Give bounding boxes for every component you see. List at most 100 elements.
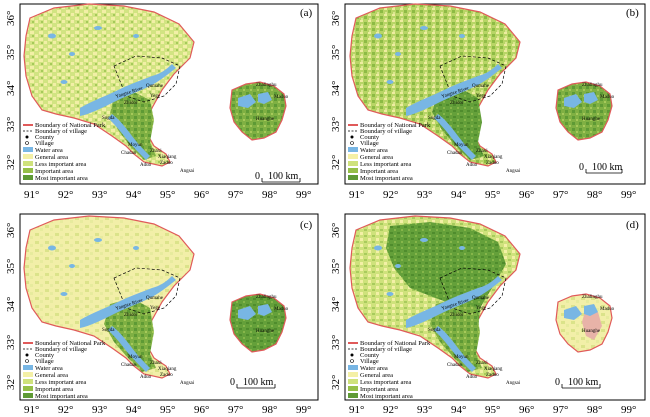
place-aduo: Aduo xyxy=(466,163,478,168)
place-aduo: Aduo xyxy=(466,375,478,380)
lat-tick: 32° xyxy=(5,155,17,170)
legend-class-less: Less important area xyxy=(360,379,411,386)
svg-text:0: 0 xyxy=(255,171,260,182)
scale-bar: 0 100 km xyxy=(230,377,276,389)
place-maduo: Maduo xyxy=(600,95,615,100)
place-zhalinghu: Zhalinghu xyxy=(582,83,603,88)
place-huanghe: Huanghe xyxy=(582,117,601,122)
place-angsai: Angsai xyxy=(506,381,521,386)
panel-letter: (d) xyxy=(626,219,639,231)
lon-tick: 98° xyxy=(587,189,602,201)
svg-text:0: 0 xyxy=(579,162,584,173)
place-yege: Yege xyxy=(150,306,161,311)
lat-tick: 36° xyxy=(5,223,17,238)
lon-tick: 93° xyxy=(417,404,432,416)
lon-tick: 91° xyxy=(24,189,39,201)
legend-village-boundary: Boundary of village xyxy=(35,128,87,135)
lat-tick: 33° xyxy=(5,335,17,350)
lon-tick: 96° xyxy=(194,404,209,416)
place-chadan: Chadan xyxy=(121,363,137,368)
place-zhaxi: Zhaxi xyxy=(150,361,162,366)
lon-tick: 97° xyxy=(228,189,243,201)
legend-class-important: Important area xyxy=(35,386,73,393)
place-yege: Yege xyxy=(476,306,487,311)
lat-axis-left-bottom: 36° 35° 34° 33° 32° xyxy=(5,223,17,390)
scale-bar: 0 100 km xyxy=(255,171,301,183)
place-moyun: Moyun xyxy=(454,143,469,148)
place-angsai: Angsai xyxy=(180,169,195,174)
lon-axis-bottom-left: 91° 92° 93° 94° 95° 96° 97° 98° 99° xyxy=(24,404,311,416)
legend-county: County xyxy=(360,134,380,141)
place-huanghe: Huanghe xyxy=(256,329,275,334)
legend-class-water: Water area xyxy=(360,365,388,372)
place-zaduo: Zaduo xyxy=(160,373,173,378)
lat-axis-right-top: 36° 35° 34° 33° 32° xyxy=(330,11,342,170)
legend: Boundary of National Park Boundary of vi… xyxy=(23,122,106,182)
place-zhaxi: Zhaxi xyxy=(476,149,488,154)
place-sogda: Sogda xyxy=(428,328,441,333)
panel-b: (b) Yangtze River Qumahe Yege Zhidoi Sog… xyxy=(344,3,646,185)
place-xiaqiang: Xiaqiang xyxy=(158,367,177,372)
lon-tick: 98° xyxy=(262,404,277,416)
place-sogda: Sogda xyxy=(102,328,115,333)
legend-village: Village xyxy=(35,358,54,365)
legend-class-important: Important area xyxy=(360,386,398,393)
lon-tick: 94° xyxy=(451,404,466,416)
lon-tick: 95° xyxy=(485,189,500,201)
legend-village: Village xyxy=(360,140,379,147)
lon-tick: 93° xyxy=(92,189,107,201)
place-angsai: Angsai xyxy=(180,381,195,386)
place-xiaqiang: Xiaqiang xyxy=(484,155,503,160)
scale-label: 100 km xyxy=(568,377,599,388)
lon-axis-top-right: 91° 92° 93° 94° 95° 96° 97° 98° 99° xyxy=(349,189,636,201)
lon-axis-top-left: 91° 92° 93° 94° 95° 96° 97° 98° 99° xyxy=(24,189,311,201)
lon-tick: 91° xyxy=(24,404,39,416)
legend-village-boundary: Boundary of village xyxy=(35,346,87,353)
lat-tick: 32° xyxy=(5,375,17,390)
place-maduo: Maduo xyxy=(600,307,615,312)
lon-tick: 92° xyxy=(383,404,398,416)
scale-label: 100 km xyxy=(268,171,299,182)
lon-axis-bottom-right: 91° 92° 93° 94° 95° 96° 97° 98° 99° xyxy=(349,404,636,416)
place-aduo: Aduo xyxy=(140,163,152,168)
legend-class-most: Most important area xyxy=(35,393,88,400)
legend: Boundary of National Park Boundary of vi… xyxy=(348,122,431,182)
lat-tick: 35° xyxy=(330,45,342,60)
place-zhalinghu: Zhalinghu xyxy=(582,295,603,300)
legend-county: County xyxy=(360,352,380,359)
place-moyun: Moyun xyxy=(454,355,469,360)
legend-class-most: Most important area xyxy=(360,393,413,400)
lat-axis-right-bottom: 36° 35° 34° 33° 32° xyxy=(330,223,342,390)
lon-tick: 93° xyxy=(92,404,107,416)
lon-tick: 95° xyxy=(160,189,175,201)
legend-class-water: Water area xyxy=(35,365,63,372)
lon-tick: 94° xyxy=(126,189,141,201)
legend: Boundary of National Park Boundary of vi… xyxy=(23,340,106,400)
legend-class-general: General area xyxy=(35,372,68,379)
legend-class-important: Important area xyxy=(35,168,73,175)
place-maduo: Maduo xyxy=(274,95,289,100)
legend-class-water: Water area xyxy=(360,147,388,154)
place-yege: Yege xyxy=(476,94,487,99)
place-zhaxi: Zhaxi xyxy=(150,149,162,154)
lat-axis-left-top: 36° 35° 34° 33° 32° xyxy=(5,11,17,170)
scale-label: 100 km xyxy=(243,377,274,388)
lat-tick: 32° xyxy=(330,155,342,170)
lon-tick: 99° xyxy=(621,404,636,416)
scale-bar: 0 100 km xyxy=(579,162,623,174)
place-qumahe: Qumahe xyxy=(146,296,164,301)
lon-tick: 94° xyxy=(451,189,466,201)
place-sogda: Sogda xyxy=(102,116,115,121)
lat-tick: 34° xyxy=(5,297,17,312)
lon-tick: 92° xyxy=(58,404,73,416)
place-zaduo: Zaduo xyxy=(486,373,499,378)
place-zaduo: Zaduo xyxy=(486,161,499,166)
panel-letter: (b) xyxy=(626,7,639,19)
legend-class-most: Most important area xyxy=(35,175,88,182)
legend-np-boundary: Boundary of National Park xyxy=(35,122,106,129)
lon-tick: 91° xyxy=(349,189,364,201)
lat-tick: 36° xyxy=(330,11,342,26)
place-qumahe: Qumahe xyxy=(472,296,490,301)
place-qumahe: Qumahe xyxy=(146,84,164,89)
legend-class-general: General area xyxy=(360,372,393,379)
